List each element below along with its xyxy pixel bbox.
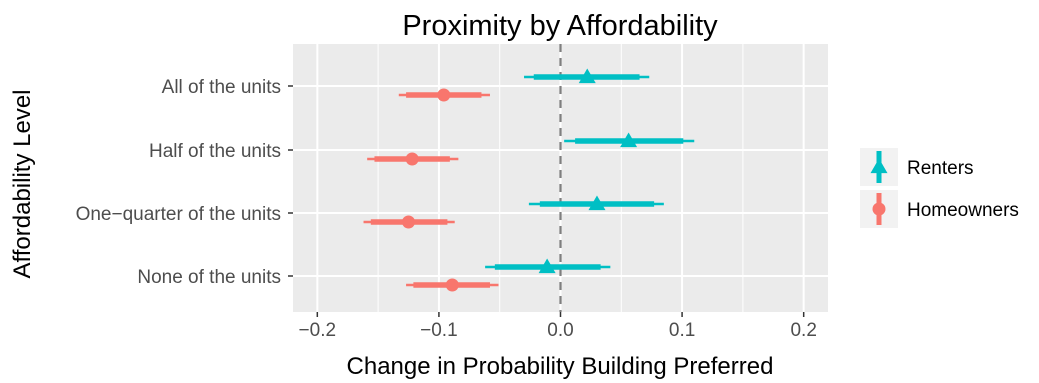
point-estimate	[538, 258, 556, 274]
y-tick-label: None of the units	[137, 267, 281, 288]
legend-key-marker	[870, 158, 888, 174]
chart-title: Proximity by Affordability	[402, 10, 718, 42]
x-axis-title: Change in Probability Building Preferred	[347, 353, 774, 380]
legend: Renters Homeowners	[860, 148, 1019, 228]
series-renters	[485, 68, 695, 274]
y-axis-title: Affordability Level	[9, 90, 36, 279]
point-estimate	[405, 152, 419, 166]
y-tick-label: One−quarter of the units	[76, 204, 281, 225]
y-tick-label: Half of the units	[149, 141, 281, 162]
point-estimate	[437, 88, 451, 102]
series-homeowners	[363, 88, 499, 292]
point-estimate	[620, 132, 638, 148]
legend-label: Homeowners	[907, 200, 1019, 221]
legend-key-marker	[872, 202, 886, 216]
point-estimate	[445, 278, 459, 292]
point-estimate	[588, 195, 606, 211]
x-tick-label: −0.2	[299, 320, 337, 341]
legend-label: Renters	[907, 158, 974, 179]
x-tick-label: 0.2	[790, 320, 816, 341]
x-tick-label: 0.0	[547, 320, 573, 341]
point-estimate	[578, 68, 596, 84]
point-estimate	[402, 215, 416, 229]
plot-panel	[293, 44, 828, 312]
x-tick-label: −0.1	[420, 320, 458, 341]
x-tick-label: 0.1	[669, 320, 695, 341]
y-tick-label: All of the units	[162, 77, 281, 98]
